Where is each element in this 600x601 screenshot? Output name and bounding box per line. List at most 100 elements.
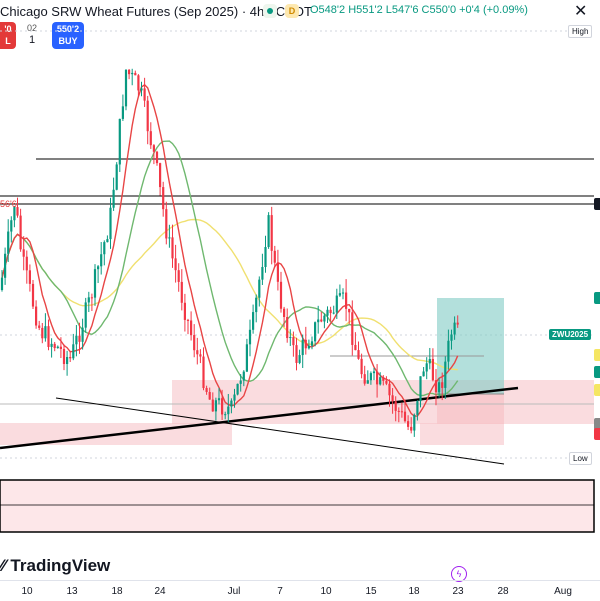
long-position-target[interactable] (437, 298, 504, 394)
candle-body (255, 297, 258, 313)
time-tick: 13 (66, 586, 78, 597)
candle-body (137, 75, 140, 91)
candle-body (97, 266, 100, 270)
candle-body (118, 118, 121, 165)
candle-body (87, 297, 90, 303)
candle-body (50, 343, 53, 347)
candle-body (233, 394, 236, 401)
time-tick: 7 (277, 586, 283, 597)
price-chip-yellow (594, 349, 600, 361)
candle-body (196, 350, 199, 355)
moving-averages (1, 83, 459, 417)
ohlc-change: +0'4 (+0.09%) (459, 4, 528, 16)
candle-body (258, 279, 261, 298)
candle-body (410, 426, 413, 431)
price-plot[interactable] (0, 0, 600, 580)
candle-body (93, 269, 97, 298)
candle-body (56, 346, 59, 349)
candle-body (72, 344, 75, 359)
candle-body (363, 374, 366, 384)
candle-body (78, 335, 81, 342)
tradingview-logo-icon: ⁄⁄ (0, 556, 6, 575)
candle-body (186, 319, 190, 321)
moving-average-mid (1, 140, 459, 397)
candle-body (351, 312, 354, 345)
symbol-title[interactable]: Chicago SRW Wheat Futures (Sep 2025) · 4… (0, 4, 312, 19)
candle-body (252, 312, 255, 330)
candle-body (59, 346, 62, 349)
candle-body (177, 270, 180, 282)
candle-body (19, 215, 22, 250)
time-tick: 18 (111, 586, 123, 597)
candle-body (7, 231, 10, 254)
candle-body (419, 376, 422, 402)
candle-body (323, 315, 326, 322)
time-tick: 23 (452, 586, 464, 597)
candle-body (444, 361, 447, 388)
long-position-stop[interactable] (437, 394, 504, 424)
market-status-icon[interactable] (263, 4, 277, 18)
candle-body (35, 306, 38, 326)
candle-body (345, 292, 348, 309)
sell-button[interactable]: '0 L (0, 22, 16, 49)
left-price-label: 56'6 (0, 199, 17, 209)
candle-body (372, 371, 376, 374)
logo-text: TradingView (10, 556, 111, 575)
demand-zone-right (420, 423, 504, 445)
demand-zone-wide (172, 380, 594, 424)
candle-body (69, 357, 72, 359)
candle-body (400, 411, 403, 413)
data-delay-badge[interactable]: D (285, 4, 299, 18)
time-tick: Aug (554, 586, 572, 597)
price-chip-green-2 (594, 366, 600, 378)
candle-body (286, 316, 289, 339)
spread-value: 1 (28, 34, 36, 46)
tradingview-logo[interactable]: ⁄⁄ TradingView (0, 556, 110, 576)
ohlc-readout: O548'2 H551'2 L547'6 C550'0 +0'4 (+0.09%… (310, 4, 528, 16)
price-chip-green (594, 292, 600, 304)
candle-body (81, 327, 84, 342)
price-chip-black (594, 198, 600, 210)
candle-body (438, 382, 441, 393)
candle-body (388, 383, 391, 396)
candle-body (174, 258, 177, 271)
candle-body (403, 411, 407, 422)
candle-body (307, 345, 310, 349)
candle-body (84, 302, 87, 328)
candle-body (149, 131, 152, 146)
candle-body (140, 88, 143, 91)
candle-body (338, 293, 341, 296)
candle-body (283, 308, 286, 317)
candle-body (162, 187, 165, 210)
ticker-label[interactable]: ZWU2025 (549, 329, 592, 340)
price-chip-gray (594, 418, 600, 430)
candle-body (301, 339, 304, 356)
candle-body (230, 400, 233, 407)
trendline-support-bold[interactable] (0, 386, 519, 450)
candle-body (66, 357, 69, 365)
lightning-icon[interactable]: ϟ (451, 566, 467, 582)
candle-body (25, 256, 28, 271)
low-label: Low (569, 452, 592, 465)
spread-top: 02 (26, 23, 37, 33)
candle-body (106, 239, 109, 243)
candle-body (168, 237, 171, 239)
time-tick: 10 (21, 586, 33, 597)
candle-body (369, 373, 372, 381)
candle-body (413, 414, 416, 431)
close-icon[interactable]: ✕ (574, 3, 588, 20)
trendline-descending[interactable] (55, 397, 505, 465)
candle-body (366, 380, 369, 384)
candle-body (171, 237, 174, 259)
candle-body (332, 312, 335, 314)
candle-body (53, 343, 56, 349)
time-axis[interactable]: 10 13 18 24 Jul 7 10 15 18 23 28 Aug (0, 580, 600, 601)
candle-body (236, 383, 239, 395)
candle-body (450, 334, 453, 341)
candle-body (279, 281, 283, 309)
candle-body (354, 344, 357, 351)
candle-body (270, 215, 273, 251)
buy-price: 550'2 (56, 24, 80, 34)
buy-button[interactable]: 550'2 BUY (52, 22, 84, 49)
